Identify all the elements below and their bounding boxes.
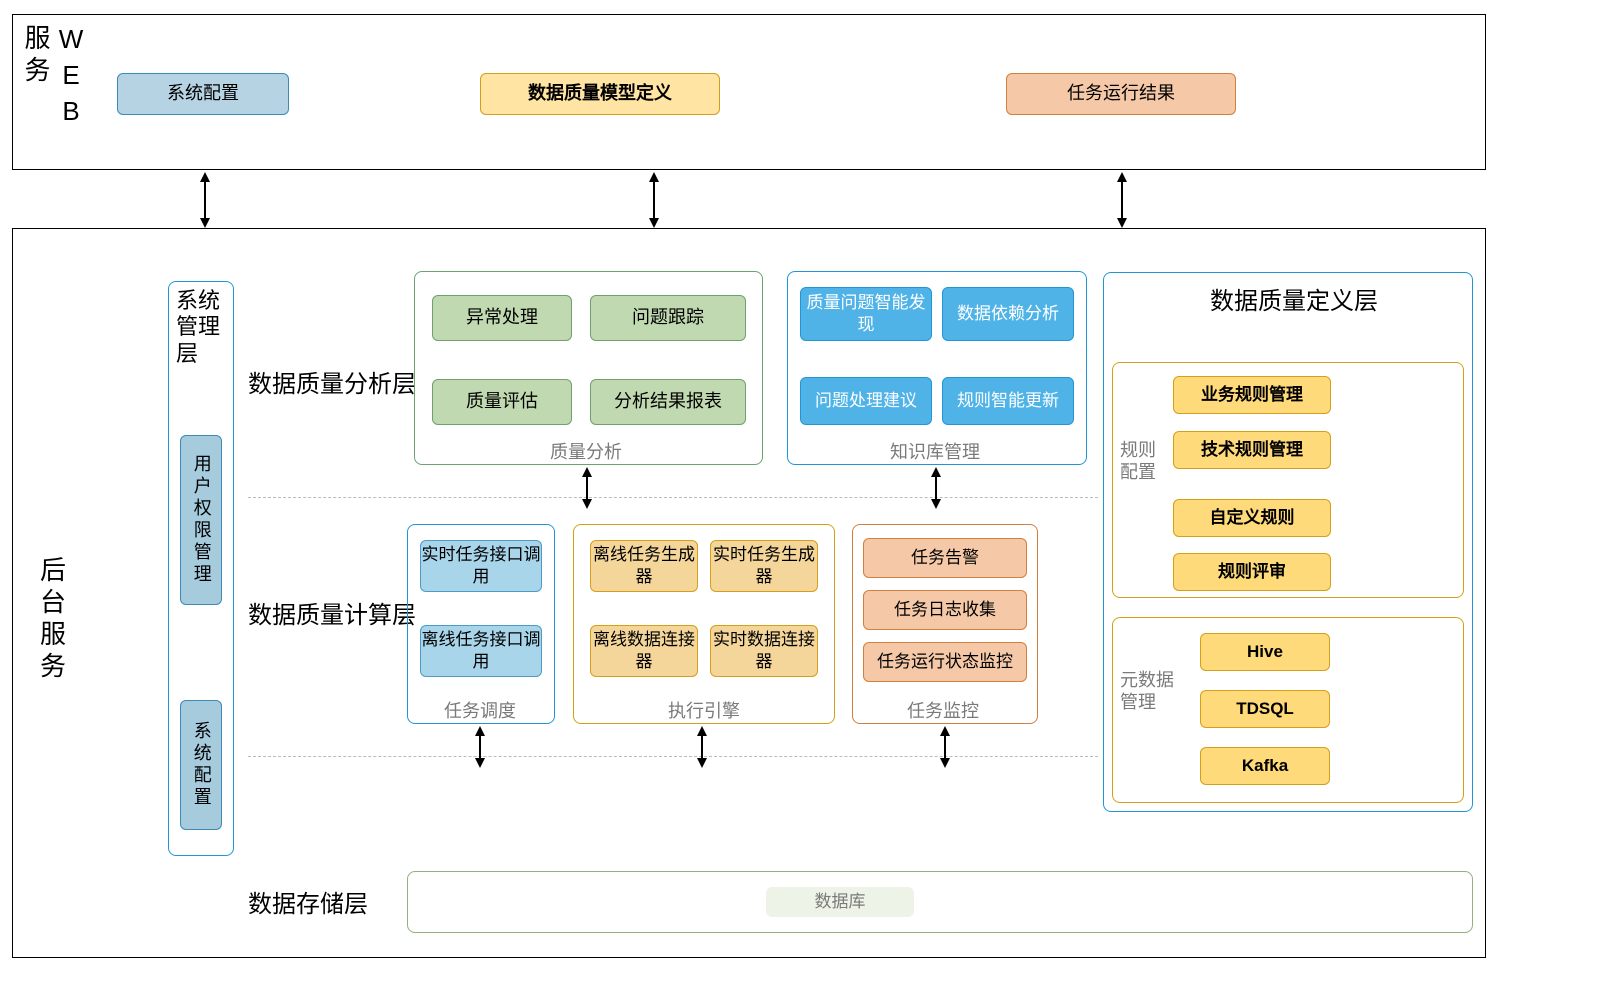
separator-2: [248, 756, 1098, 757]
rc-item-b: 技术规则管理: [1173, 431, 1331, 469]
mm-item-a: Hive: [1200, 633, 1330, 671]
analysis-layer-title: 数据质量分析层: [248, 369, 416, 400]
web-model-def: 数据质量模型定义: [480, 73, 720, 115]
kb-title: 知识库管理: [890, 438, 980, 464]
arrow-ee-down: [692, 726, 712, 768]
arrow-top-3: [1112, 172, 1132, 228]
qa-item-d: 分析结果报表: [590, 379, 746, 425]
qa-item-a: 异常处理: [432, 295, 572, 341]
tm-title: 任务监控: [907, 697, 979, 723]
storage-group: [407, 871, 1473, 933]
qa-item-b: 问题跟踪: [590, 295, 746, 341]
rc-item-a: 业务规则管理: [1173, 376, 1331, 414]
ts-item-a: 实时任务接口调用: [420, 540, 542, 592]
web-service-label: WEB服务: [24, 24, 80, 160]
kb-item-b: 数据依赖分析: [942, 287, 1074, 341]
kb-item-a: 质量问题智能发现: [800, 287, 932, 341]
ee-item-d: 实时数据连接器: [710, 625, 818, 677]
qa-item-c: 质量评估: [432, 379, 572, 425]
mgmt-sys-config: 系统配置: [180, 700, 222, 830]
def-layer-title: 数据质量定义层: [1184, 286, 1404, 317]
arrow-qa-down: [577, 467, 597, 509]
arrow-ts-down: [470, 726, 490, 768]
arrow-top-2: [644, 172, 664, 228]
rule-config-title: 规则配置: [1120, 440, 1164, 483]
ee-title: 执行引擎: [668, 697, 740, 723]
kb-item-d: 规则智能更新: [942, 377, 1074, 425]
tm-item-b: 任务日志收集: [863, 590, 1027, 630]
ee-item-a: 离线任务生成器: [590, 540, 698, 592]
rc-item-c: 自定义规则: [1173, 499, 1331, 537]
kb-item-c: 问题处理建议: [800, 377, 932, 425]
web-task-result: 任务运行结果: [1006, 73, 1236, 115]
qa-title: 质量分析: [550, 438, 622, 464]
web-system-config: 系统配置: [117, 73, 289, 115]
tm-item-c: 任务运行状态监控: [863, 642, 1027, 682]
mm-item-b: TDSQL: [1200, 690, 1330, 728]
arrow-kb-down: [926, 467, 946, 509]
ts-title: 任务调度: [444, 697, 516, 723]
tm-item-a: 任务告警: [863, 538, 1027, 578]
ee-item-c: 离线数据连接器: [590, 625, 698, 677]
storage-layer-title: 数据存储层: [248, 889, 368, 920]
mgmt-user-perm: 用户权限管理: [180, 435, 222, 605]
mm-item-c: Kafka: [1200, 747, 1330, 785]
rc-item-d: 规则评审: [1173, 553, 1331, 591]
ee-item-b: 实时任务生成器: [710, 540, 818, 592]
separator-1: [248, 497, 1098, 498]
arrow-top-1: [195, 172, 215, 228]
compute-layer-title: 数据质量计算层: [248, 600, 416, 631]
arrow-tm-down: [935, 726, 955, 768]
ts-item-b: 离线任务接口调用: [420, 625, 542, 677]
meta-mgmt-title: 元数据管理: [1120, 670, 1186, 713]
mgmt-layer-title: 系统管理层: [176, 288, 226, 367]
backend-label: 后台服务: [24, 540, 80, 700]
storage-db: 数据库: [766, 887, 914, 917]
